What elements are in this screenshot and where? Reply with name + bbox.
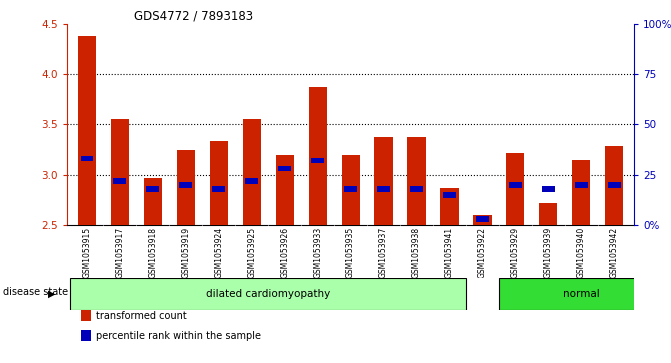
Text: GSM1053938: GSM1053938 [412,227,421,278]
Bar [377,186,390,192]
Bar [209,142,227,225]
Bar [276,155,294,225]
Text: GSM1053937: GSM1053937 [379,227,388,278]
Bar [608,182,621,188]
Bar [213,186,225,192]
Bar [113,178,126,184]
Bar [146,186,159,192]
Bar [144,178,162,225]
Bar [70,278,466,310]
Bar [179,182,192,188]
Text: GSM1053922: GSM1053922 [478,227,487,278]
Bar [539,203,558,225]
Bar [474,215,492,225]
Bar [605,147,623,225]
Text: GSM1053940: GSM1053940 [577,227,586,278]
Bar [407,138,425,225]
Bar [176,150,195,225]
Text: GSM1053929: GSM1053929 [511,227,520,278]
Text: GSM1053939: GSM1053939 [544,227,553,278]
Text: GSM1053917: GSM1053917 [115,227,124,278]
Text: normal: normal [563,289,600,299]
Bar [243,119,261,225]
Bar [246,178,258,184]
Bar [507,152,525,225]
Text: GSM1053919: GSM1053919 [181,227,191,278]
Text: GDS4772 / 7893183: GDS4772 / 7893183 [134,9,254,22]
Bar [440,188,458,225]
Bar [499,278,664,310]
Bar [542,186,555,192]
Text: percentile rank within the sample: percentile rank within the sample [96,331,261,341]
Text: ▶: ▶ [48,289,55,299]
Text: GSM1053925: GSM1053925 [247,227,256,278]
Bar [278,166,291,171]
Text: GSM1053941: GSM1053941 [445,227,454,278]
Text: disease state: disease state [3,287,68,297]
Bar [311,158,324,163]
Text: GSM1053924: GSM1053924 [214,227,223,278]
Bar [476,216,488,222]
Bar [81,156,93,161]
Bar [374,138,393,225]
Bar [575,182,588,188]
Bar [509,182,522,188]
Bar [443,192,456,197]
Text: dilated cardiomyopathy: dilated cardiomyopathy [206,289,330,299]
Bar [309,87,327,225]
Bar [78,36,96,225]
Text: GSM1053918: GSM1053918 [148,227,157,278]
Text: GSM1053926: GSM1053926 [280,227,289,278]
Text: GSM1053942: GSM1053942 [610,227,619,278]
Text: transformed count: transformed count [96,311,187,321]
Bar [344,186,357,192]
Bar [342,155,360,225]
Bar [111,119,129,225]
Text: GSM1053933: GSM1053933 [313,227,322,278]
Text: GSM1053935: GSM1053935 [346,227,355,278]
Bar [572,160,590,225]
Bar [410,186,423,192]
Text: GSM1053915: GSM1053915 [83,227,91,278]
